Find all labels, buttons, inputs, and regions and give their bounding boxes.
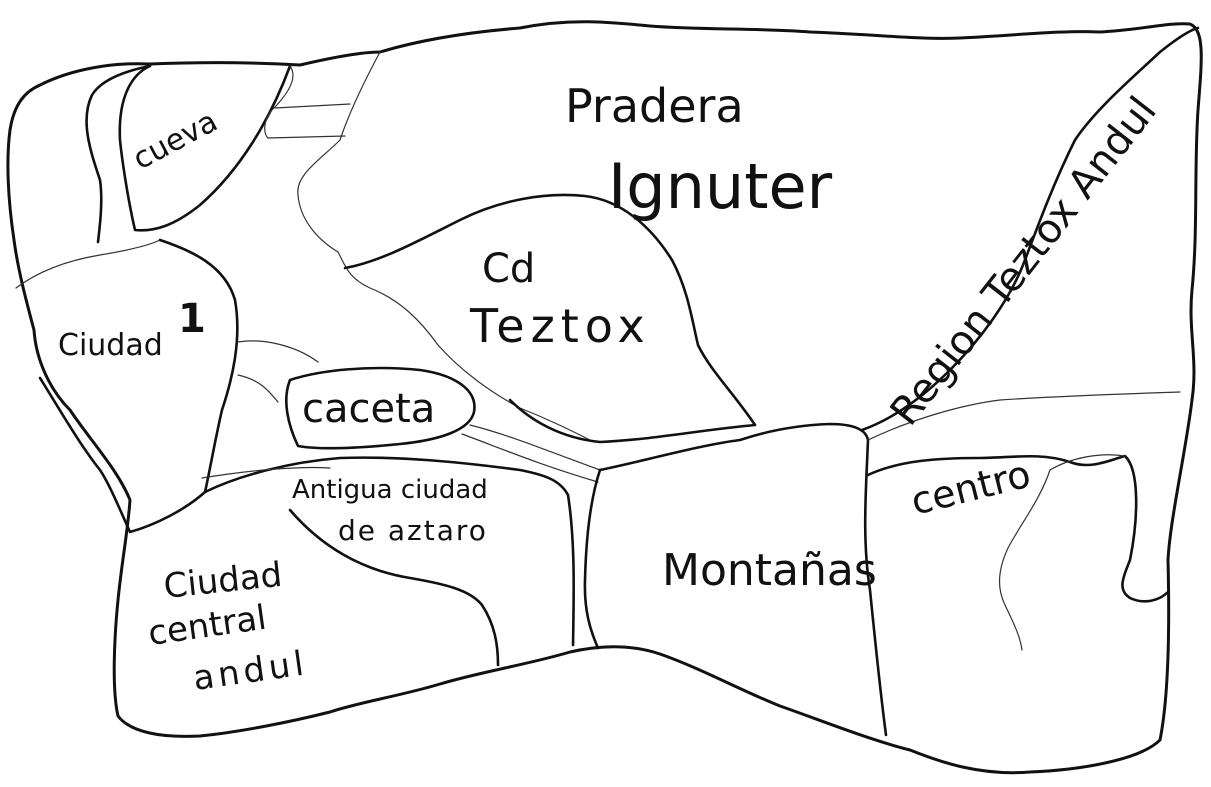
label-antigua-ciudad: Antigua ciudad [292,475,488,505]
label-centro: centro [907,452,1035,524]
label-caceta: caceta [302,386,435,432]
caceta-road-upper [469,424,601,471]
pradera-west-boundary [297,51,591,441]
label-ciudad1-number: 1 [178,296,206,342]
region-teztox-border [860,26,1200,432]
ciudad1-east-line [237,374,279,403]
caceta-border [284,366,476,450]
cd-teztox-border [343,193,757,444]
cueva-inner-curve [85,64,152,244]
label-pradera: Pradera [565,79,744,133]
label-ciudad-central-3: andul [191,643,310,699]
west-inner-line [15,239,161,289]
cueva-border [118,64,292,232]
label-ciudad1-word: Ciudad [58,328,163,363]
continent-outline [6,20,1203,775]
label-cd: Cd [482,246,535,292]
cueva-passage-lower [267,135,346,139]
label-cueva: cueva [127,104,223,177]
label-ciudad-central-1: Ciudad [162,555,284,607]
label-ignuter: Ignuter [608,150,833,223]
label-montanas: Montañas [662,545,877,596]
caceta-road-lower [461,433,599,483]
label-ciudad-central-2: central [146,598,269,654]
label-teztox: Teztox [469,299,651,353]
antigua-ciudad-inner [288,508,500,667]
label-de-aztaro: de aztaro [338,514,488,547]
ciudad1-border [38,238,239,534]
antigua-ciudad-thin-line [201,466,331,479]
cueva-passage-diag [264,65,294,139]
montanas-west-line [583,468,602,650]
label-region-teztox-andul: Region Teztox Andul [882,88,1166,434]
montanas-border [598,422,888,737]
caceta-west-line [237,340,319,363]
centro-inner-curve [998,454,1126,651]
centro-north-line [867,391,1181,441]
antigua-ciudad-border [203,456,575,647]
cueva-passage-upper [274,103,351,109]
